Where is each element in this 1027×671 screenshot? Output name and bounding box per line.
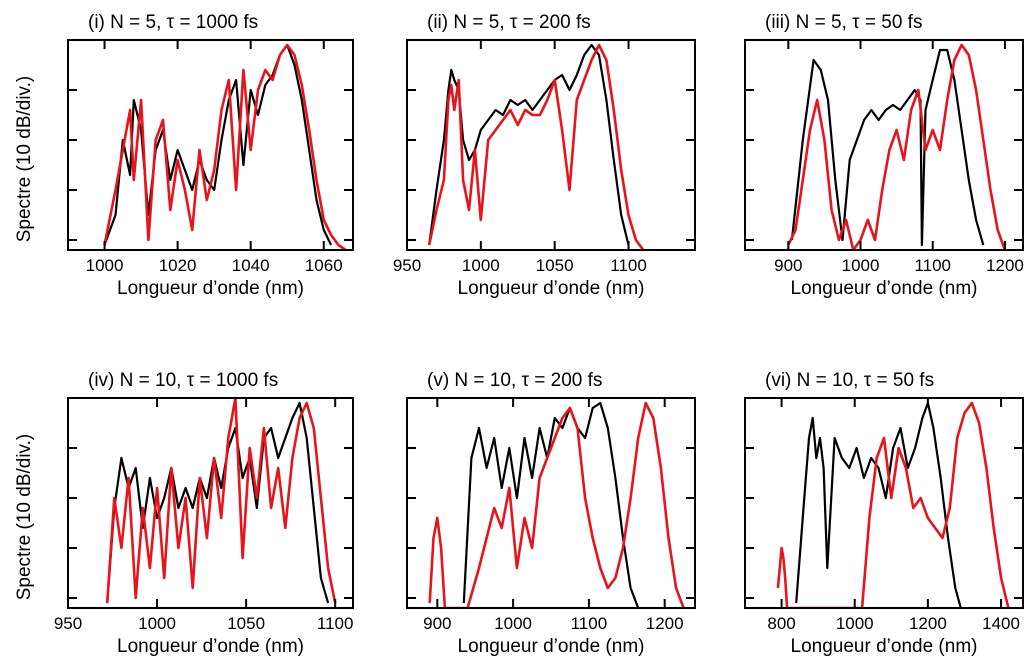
x-tick-label: 1040 bbox=[232, 256, 270, 275]
x-tick-label: 900 bbox=[774, 256, 802, 275]
x-tick-label: 1100 bbox=[610, 256, 647, 275]
series-line-red bbox=[105, 398, 337, 604]
x-tick-label: 1000 bbox=[86, 256, 124, 275]
x-axis-label: Longueur d’onde (nm) bbox=[791, 278, 978, 299]
series-line-black bbox=[428, 43, 630, 246]
x-tick-label: 1100 bbox=[317, 614, 354, 633]
x-tick-label: 1200 bbox=[986, 256, 1024, 275]
x-axis-label: Longueur d’onde (nm) bbox=[791, 636, 978, 657]
series-line-black bbox=[106, 401, 330, 604]
x-tick-label: 1050 bbox=[227, 614, 265, 633]
series-line-red bbox=[776, 401, 1010, 608]
plot-frame bbox=[744, 39, 1024, 251]
x-tick-label: 1200 bbox=[909, 614, 947, 633]
chart-panel-3: 900 1000 1100 1200 (iii) N = 5, τ = 50 fs Lon… bbox=[744, 12, 1024, 299]
x-tick-label: 950 bbox=[54, 614, 82, 633]
series-line-red bbox=[427, 43, 645, 250]
series-line-black bbox=[795, 401, 962, 608]
plot-frame bbox=[67, 397, 354, 609]
x-tick-label: 1000 bbox=[836, 614, 874, 633]
chart-panel-5: 900 1000 1100 1200 (v) N = 10, τ = 200 fs Lon… bbox=[406, 370, 696, 657]
series-line-red bbox=[428, 401, 685, 608]
x-tick-label: 1000 bbox=[494, 614, 532, 633]
panel-title: (ii) N = 5, τ = 200 fs bbox=[427, 12, 591, 33]
panel-title: (i) N = 5, τ = 1000 fs bbox=[88, 12, 258, 33]
x-tick-label: 1000 bbox=[138, 614, 176, 633]
x-tick-label: 1100 bbox=[914, 256, 951, 275]
chart-panel-1: 1000 1020 1040 1060 (i) N = 5, τ = 1000 fs Lo… bbox=[14, 12, 354, 299]
panel-title: (iii) N = 5, τ = 50 fs bbox=[765, 12, 922, 33]
x-tick-label: 1000 bbox=[842, 256, 880, 275]
series-line-black bbox=[462, 401, 640, 608]
x-tick-label: 900 bbox=[423, 614, 451, 633]
panel-title: (iv) N = 10, τ = 1000 fs bbox=[88, 370, 278, 391]
x-axis-label: Longueur d’onde (nm) bbox=[117, 636, 304, 657]
x-axis-label: Longueur d’onde (nm) bbox=[458, 636, 645, 657]
series-line-red bbox=[103, 43, 347, 250]
x-axis-label: Longueur d’onde (nm) bbox=[117, 278, 304, 299]
series-line-black bbox=[790, 48, 985, 247]
plot-frame bbox=[406, 397, 696, 609]
plot-frame bbox=[744, 397, 1024, 609]
chart-panel-6: 800 1000 1200 1400 (vi) N = 10, τ = 50 fs Lon… bbox=[744, 370, 1024, 657]
plot-frame bbox=[67, 39, 354, 251]
x-tick-label: 1100 bbox=[571, 614, 608, 633]
x-tick-label: 1200 bbox=[646, 614, 684, 633]
y-axis-label: Spectre (10 dB/div.) bbox=[14, 434, 35, 601]
panel-title: (v) N = 10, τ = 200 fs bbox=[427, 370, 602, 391]
panel-title: (vi) N = 10, τ = 50 fs bbox=[765, 370, 934, 391]
x-tick-label: 1060 bbox=[305, 256, 343, 275]
x-tick-label: 800 bbox=[767, 614, 795, 633]
x-tick-label: 1000 bbox=[462, 256, 500, 275]
x-tick-label: 1020 bbox=[159, 256, 197, 275]
x-tick-label: 1400 bbox=[982, 614, 1020, 633]
x-axis-label: Longueur d’onde (nm) bbox=[458, 278, 645, 299]
chart-panel-2: 950 1000 1050 1100 (ii) N = 5, τ = 200 fs Lon… bbox=[393, 12, 696, 299]
x-tick-label: 1050 bbox=[536, 256, 574, 275]
chart-panel-4: 950 1000 1050 1100 (iv) N = 10, τ = 1000 fs L… bbox=[14, 370, 354, 657]
x-tick-label: 950 bbox=[393, 256, 421, 275]
series-line-red bbox=[787, 43, 1007, 250]
y-axis-label: Spectre (10 dB/div.) bbox=[14, 76, 35, 243]
plot-frame bbox=[406, 39, 696, 251]
